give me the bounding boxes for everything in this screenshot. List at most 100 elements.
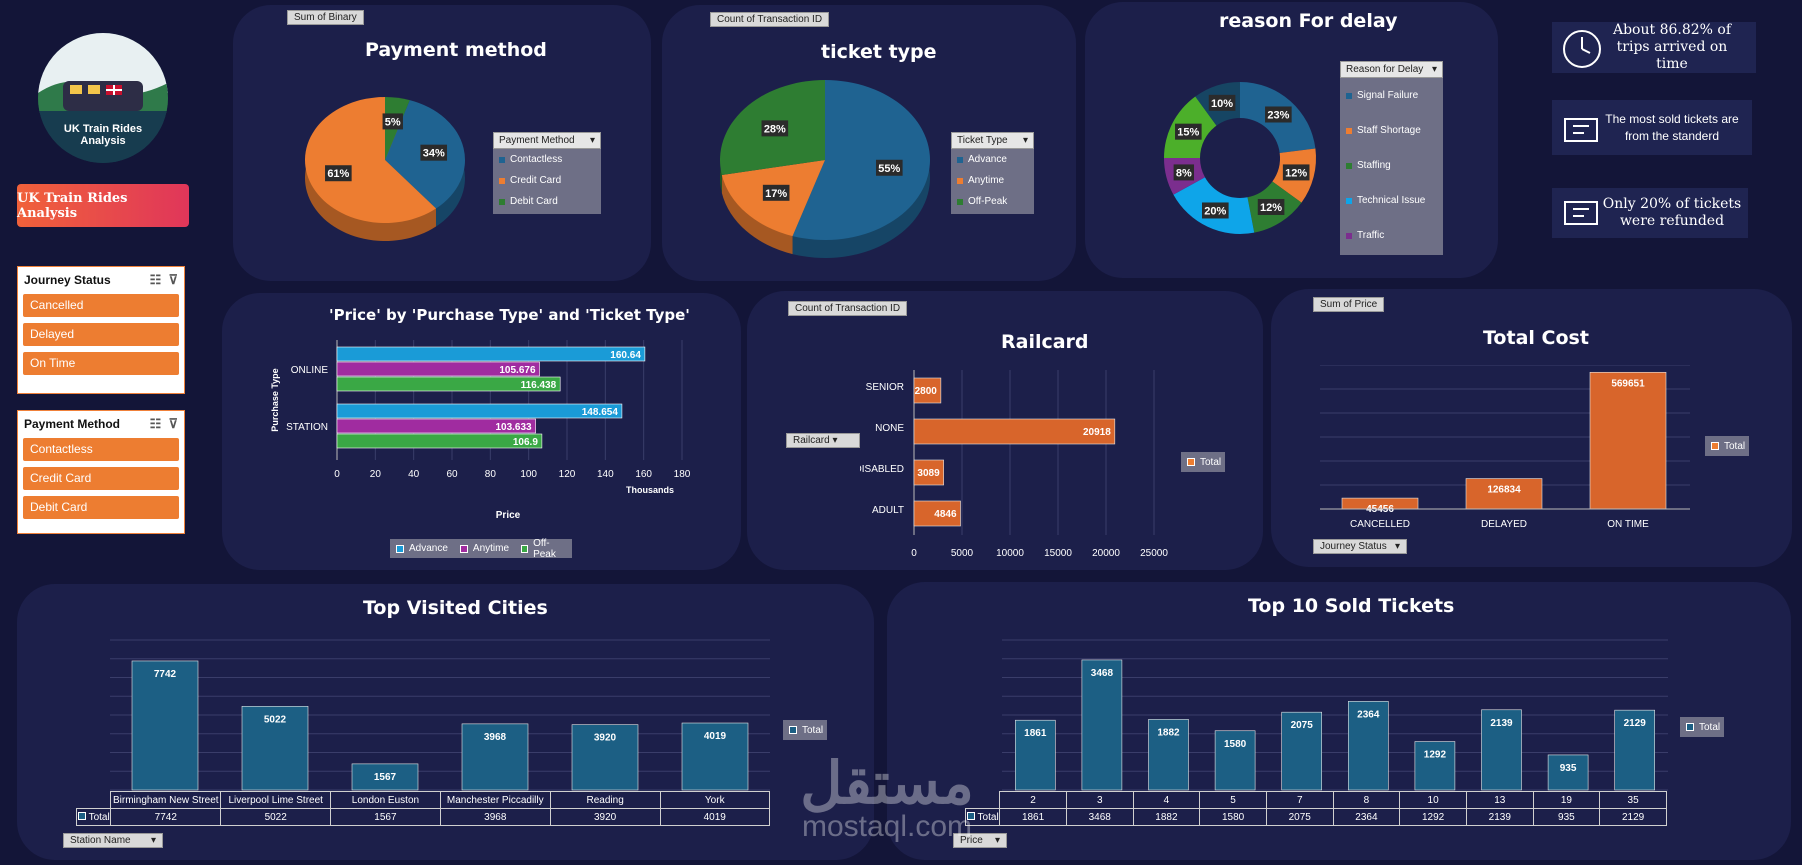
bar-railcard (913, 500, 961, 527)
filter-icon[interactable]: ▾ (994, 835, 1000, 846)
field-tag-railcard[interactable]: Count of Transaction ID (788, 301, 908, 316)
bar-anytime (336, 361, 540, 377)
kpi-on-time: About 86.82% of trips arrived on time (1552, 22, 1756, 73)
donut-label-4-box (1173, 164, 1195, 181)
pie-label-0-box (420, 144, 448, 161)
field-tag-payment[interactable]: Sum of Binary (287, 10, 364, 25)
bar-total (1015, 719, 1056, 791)
table-category-cell: 7 (1265, 791, 1334, 809)
legend-label: Advance (968, 154, 1007, 165)
tickets-legend-label: Total (1699, 721, 1721, 733)
table-value-cell: 935 (1532, 808, 1601, 826)
slicer-item-cancelled[interactable]: Cancelled (23, 294, 179, 317)
x-tick-label: 100 (520, 469, 537, 480)
x-axis-unit: Thousands (626, 485, 674, 495)
cost-legend-label: Total (1724, 440, 1746, 452)
slicer-item-credit-card[interactable]: Credit Card (23, 467, 179, 490)
delay-legend-title: Reason for Delay (1346, 64, 1424, 75)
x-tick-label: 80 (485, 469, 497, 480)
table-value-cell: 1292 (1399, 808, 1467, 826)
legend-label: Anytime (472, 543, 510, 554)
filter-icon[interactable]: ▾ (1431, 64, 1437, 75)
legend-swatch (1346, 162, 1352, 169)
bar-total (1347, 701, 1389, 791)
tickets-chart-title: Top 10 Sold Tickets (1248, 595, 1455, 617)
station-name-filter[interactable]: Station Name ▾ (63, 833, 163, 848)
bar-value-label: 1861 (1024, 728, 1047, 739)
table-category-cell: 3 (1065, 791, 1134, 809)
cities-legend: Total (783, 720, 827, 740)
dropdown-icon[interactable]: ▾ (150, 835, 156, 846)
dropdown-icon[interactable]: ▾ (589, 135, 595, 146)
slicer-item-delayed[interactable]: Delayed (23, 323, 179, 346)
x-tick-label: 20 (370, 469, 382, 480)
legend-item: Off-Peak (951, 191, 1034, 212)
dropdown-icon[interactable]: ▾ (1022, 135, 1028, 146)
legend-swatch (499, 198, 505, 205)
table-value-cell: 2364 (1332, 808, 1401, 826)
x-tick-label: 140 (597, 469, 614, 480)
ticket-pie-chart: 55% 17% 28% (720, 80, 930, 258)
ticket-legend: Ticket Type ▾ Advance Anytime Off-Peak (951, 132, 1034, 214)
journey-status-filter[interactable]: Journey Status ▾ (1313, 539, 1407, 554)
banner-label: UK Train Rides Analysis (17, 190, 128, 221)
bar-value-label: 105.676 (499, 365, 536, 376)
table-value-cell: 4019 (659, 808, 770, 826)
table-value-cell: 3968 (439, 808, 551, 826)
bar-advance (336, 403, 623, 419)
bar-value-label: 935 (1560, 763, 1577, 774)
watermark-arabic: مستقل (800, 751, 974, 816)
legend-label: Advance (409, 543, 448, 554)
slicer-item-on-time[interactable]: On Time (23, 352, 179, 375)
legend-item: Staffing (1340, 148, 1443, 183)
category-label: NONE (875, 423, 904, 434)
table-category-cell: 10 (1399, 791, 1467, 809)
railcard-filter[interactable]: Railcard ▾ (786, 433, 860, 448)
logo-line1: UK Train Rides (63, 123, 143, 135)
legend-swatch (957, 177, 963, 184)
legend-item: Staff Shortage (1340, 113, 1443, 148)
legend-item: Anytime (951, 170, 1034, 191)
pie-slice-advance (792, 80, 930, 240)
table-category-cell: 5 (1199, 791, 1267, 809)
bar-value-label: 103.633 (495, 422, 532, 433)
dropdown-icon[interactable]: ▾ (1394, 541, 1400, 552)
field-tag-cost[interactable]: Sum of Price (1313, 297, 1385, 312)
category-label: DISABLED (860, 464, 904, 475)
multi-select-icon[interactable]: ☷ (149, 416, 162, 431)
field-tag-ticket[interactable]: Count of Transaction ID (710, 12, 830, 27)
table-value-cell: 3468 (1065, 808, 1134, 826)
journey-status-slicer-title: Journey Status (24, 273, 111, 287)
bar-value-label: 1882 (1157, 727, 1180, 738)
slicer-item-contactless[interactable]: Contactless (23, 438, 179, 461)
clear-filter-icon[interactable]: ⊽ (168, 416, 178, 431)
bar-value-label: 1580 (1224, 739, 1247, 750)
pie-label-0-box (875, 159, 903, 176)
price-legend: Advance Anytime Off-Peak (390, 538, 572, 560)
journey-status-filter-label: Journey Status (1320, 541, 1387, 552)
x-tick-label: 25000 (1140, 548, 1168, 559)
price-filter[interactable]: Price ▾ (953, 833, 1007, 848)
clear-filter-icon[interactable]: ⊽ (168, 272, 178, 287)
donut-label-6: 10% (1211, 98, 1233, 110)
legend-swatch (499, 156, 505, 163)
category-label: ONLINE (291, 365, 329, 376)
donut-label-5: 15% (1177, 127, 1199, 139)
x-tick-label: 160 (635, 469, 652, 480)
ticket-icon (1564, 201, 1598, 225)
pie-label-2: 5% (385, 116, 401, 128)
donut-label-2: 12% (1260, 202, 1282, 214)
legend-swatch (499, 177, 505, 184)
payment-method-slicer: Payment Method ☷ ⊽ Contactless Credit Car… (17, 410, 185, 534)
payment-legend: Payment Method ▾ Contactless Credit Card De… (493, 132, 601, 214)
dropdown-icon[interactable]: ▾ (832, 435, 838, 446)
x-tick-label: 0 (911, 548, 917, 559)
payment-legend-title: Payment Method (499, 135, 575, 146)
cities-chart-title: Top Visited Cities (363, 597, 548, 619)
multi-select-icon[interactable]: ☷ (149, 272, 162, 287)
ticket-chart-title: ticket type (821, 41, 937, 63)
table-category-cell: York (659, 791, 770, 809)
slicer-item-debit-card[interactable]: Debit Card (23, 496, 179, 519)
bar-value-label: 7742 (154, 669, 177, 680)
railcard-chart-title: Railcard (1001, 331, 1089, 353)
